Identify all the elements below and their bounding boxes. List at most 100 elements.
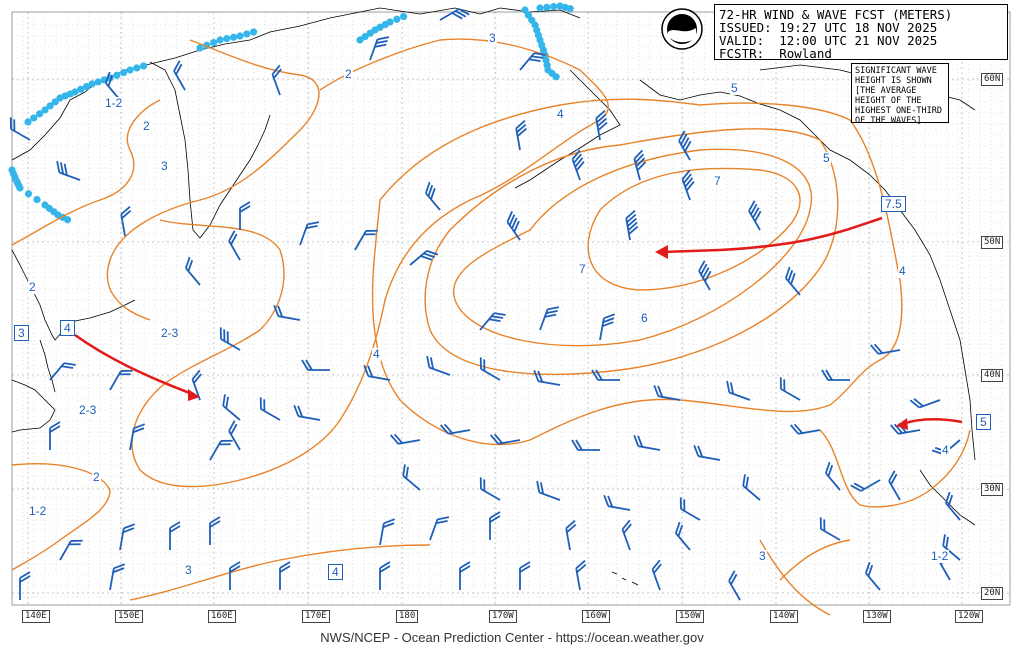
wind-barb bbox=[790, 423, 821, 435]
wave-height-contours bbox=[11, 38, 971, 616]
wind-barb bbox=[239, 201, 251, 230]
wind-barb bbox=[49, 421, 61, 450]
ice-dot bbox=[133, 64, 141, 72]
ice-dot bbox=[126, 66, 134, 74]
wave-label: 2 bbox=[142, 119, 151, 133]
wind-barb bbox=[129, 423, 146, 451]
lat-label: 50N bbox=[981, 236, 1004, 249]
wind-barb bbox=[390, 433, 421, 445]
wave-label: 2-3 bbox=[78, 403, 98, 417]
ice-dot bbox=[88, 80, 96, 88]
boxed-wave-label: 7.5 bbox=[881, 196, 906, 212]
wind-barb bbox=[19, 571, 31, 600]
wave-label: 4 bbox=[941, 443, 950, 457]
arrow-east-coast-head bbox=[896, 418, 908, 430]
wind-barb bbox=[870, 343, 901, 355]
wind-barb bbox=[271, 64, 282, 96]
ice-dot bbox=[566, 5, 574, 13]
ice-dot bbox=[71, 88, 79, 96]
wind-barb bbox=[595, 110, 608, 141]
ice-dot bbox=[82, 82, 91, 91]
wind-barb bbox=[459, 561, 471, 590]
wind-barb bbox=[625, 210, 639, 241]
arrow-west-low-head bbox=[188, 389, 200, 401]
lon-label: 180 bbox=[396, 610, 419, 623]
lon-label: 130W bbox=[863, 610, 891, 623]
wind-barb bbox=[9, 117, 31, 141]
wind-barb bbox=[681, 169, 695, 201]
ice-dot bbox=[113, 71, 121, 79]
ice-dot bbox=[24, 190, 33, 198]
wind-barb bbox=[479, 477, 501, 501]
wind-barb bbox=[825, 461, 841, 491]
wind-barb bbox=[209, 439, 233, 461]
wind-barb bbox=[565, 520, 577, 551]
ice-dot bbox=[400, 12, 408, 21]
wind-barb bbox=[120, 206, 132, 237]
boxed-wave-label: 4 bbox=[328, 564, 343, 580]
lat-label: 40N bbox=[981, 369, 1004, 382]
wind-barb bbox=[519, 52, 546, 71]
wind-barb bbox=[785, 266, 801, 296]
valid-time: VALID: 12:00 UTC 21 NOV 2025 bbox=[719, 33, 938, 48]
wind-barb bbox=[222, 394, 241, 421]
forecaster: FCSTR: Rowland bbox=[719, 46, 832, 61]
wind-barb bbox=[779, 377, 801, 401]
wind-barb bbox=[693, 444, 721, 461]
wind-barb bbox=[379, 561, 391, 590]
wind-barb bbox=[425, 181, 441, 211]
ice-dot bbox=[24, 118, 32, 126]
lon-label: 150E bbox=[115, 610, 143, 623]
boxed-wave-label: 5 bbox=[976, 414, 991, 430]
lat-label: 20N bbox=[981, 587, 1004, 600]
ice-dot bbox=[521, 6, 529, 14]
wind-barb bbox=[633, 149, 647, 181]
wind-barb bbox=[490, 433, 521, 445]
wind-barb bbox=[379, 518, 396, 546]
ice-dot bbox=[543, 3, 551, 11]
wind-barb bbox=[621, 519, 632, 551]
wind-barb bbox=[479, 312, 506, 331]
wind-barb bbox=[633, 434, 661, 451]
wind-barb bbox=[591, 369, 620, 381]
wind-barb bbox=[229, 561, 241, 590]
ice-dot bbox=[243, 30, 251, 38]
ice-dot bbox=[94, 78, 102, 86]
wind-barb bbox=[742, 474, 761, 501]
wave-label: 3 bbox=[488, 31, 497, 45]
wind-barb bbox=[109, 563, 126, 591]
lon-label: 120W bbox=[955, 610, 983, 623]
ice-dot bbox=[41, 106, 49, 114]
wind-barb bbox=[363, 364, 391, 381]
note-line: [THE AVERAGE bbox=[855, 86, 917, 96]
lon-label: 170W bbox=[489, 610, 517, 623]
wave-label: 1-2 bbox=[104, 96, 124, 110]
wave-label: 4 bbox=[372, 347, 381, 361]
wind-barb bbox=[865, 561, 881, 591]
forecast-header: 72-HR WIND & WAVE FCST (METERS) ISSUED: … bbox=[714, 4, 1008, 60]
wave-height-note: SIGNIFICANT WAVE HEIGHT IS SHOWN [THE AV… bbox=[851, 63, 949, 126]
map-frame bbox=[11, 11, 1011, 606]
wave-label: 3 bbox=[184, 563, 193, 577]
wave-label: 1-2 bbox=[28, 504, 48, 518]
ice-dot bbox=[216, 36, 224, 44]
wind-barb bbox=[49, 362, 76, 381]
wind-barb bbox=[489, 511, 501, 540]
ice-dot bbox=[16, 184, 24, 192]
wind-barb bbox=[819, 517, 841, 541]
wind-barb bbox=[821, 369, 850, 381]
wind-barb bbox=[440, 423, 471, 435]
wind-barb bbox=[59, 539, 83, 561]
wind-barb bbox=[698, 260, 712, 291]
ice-dot bbox=[140, 62, 148, 70]
wind-barb bbox=[888, 470, 901, 501]
note-line: HEIGHT IS SHOWN bbox=[855, 76, 932, 86]
wind-barb bbox=[728, 570, 741, 601]
storm-track-arrows bbox=[74, 216, 963, 430]
wind-barb bbox=[409, 250, 439, 266]
wind-barb bbox=[369, 36, 390, 61]
ice-dot bbox=[33, 195, 41, 204]
wind-barb bbox=[909, 398, 941, 409]
ice-dot bbox=[386, 18, 394, 26]
ice-dot bbox=[51, 98, 59, 106]
